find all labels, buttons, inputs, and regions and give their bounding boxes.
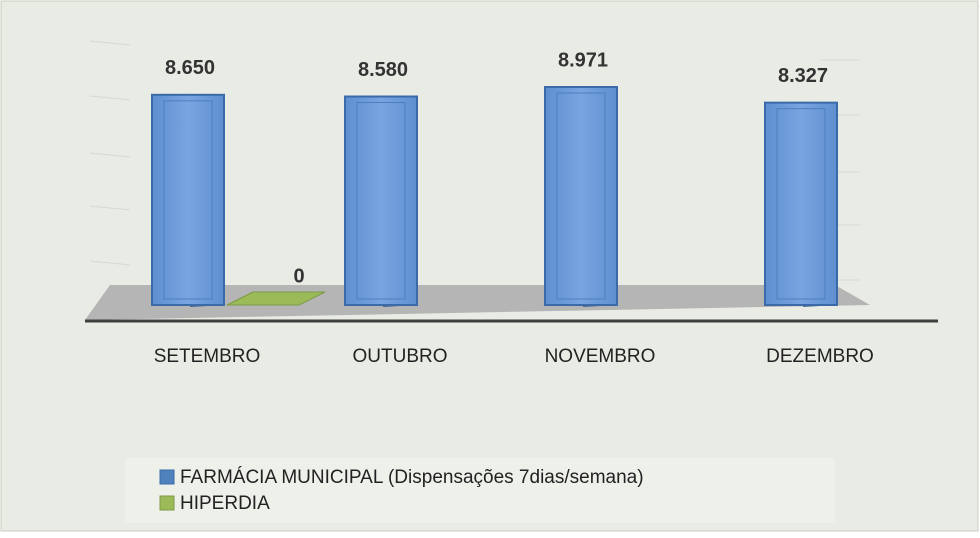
legend-swatch [159, 495, 175, 511]
bar-highlight [776, 108, 826, 300]
x-tick-label: SETEMBRO [154, 346, 261, 367]
grid-line [89, 40, 131, 46]
bar-highlight [356, 102, 406, 300]
x-tick-label: OUTUBRO [353, 346, 448, 367]
bar [226, 291, 326, 306]
grid-line [89, 95, 131, 101]
bar [344, 95, 418, 306]
legend-label: HIPERDIA [180, 493, 270, 514]
data-label: 8.971 [558, 49, 608, 71]
grid-line [89, 260, 131, 266]
data-label: 8.650 [165, 57, 215, 79]
grid-line [89, 152, 131, 158]
grid-line [89, 205, 131, 211]
x-tick-label: DEZEMBRO [766, 346, 874, 367]
bar [151, 93, 225, 307]
bar-highlight [163, 100, 213, 300]
data-label: 8.580 [358, 59, 408, 81]
bar-highlight [556, 92, 606, 300]
data-label: 0 [293, 265, 304, 287]
legend-box [125, 458, 835, 523]
x-tick-label: NOVEMBRO [545, 346, 656, 367]
legend-swatch [159, 469, 175, 485]
legend-label: FARMÁCIA MUNICIPAL (Dispensações 7dias/s… [180, 467, 644, 488]
bar [544, 86, 618, 306]
data-label: 8.327 [778, 65, 828, 87]
bar [764, 101, 838, 306]
